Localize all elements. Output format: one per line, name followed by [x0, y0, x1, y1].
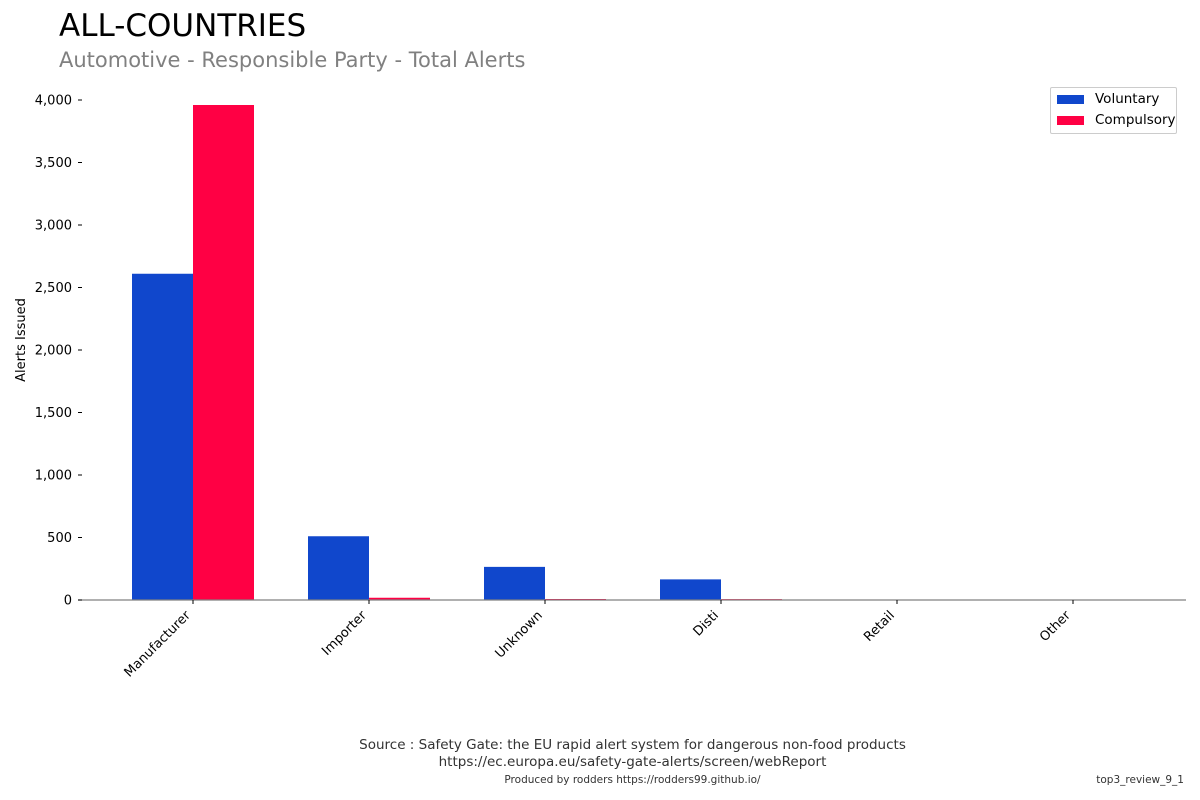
- source-url: https://ec.europa.eu/safety-gate-alerts/…: [438, 754, 827, 770]
- credit-line: Produced by rodders https://rodders99.gi…: [504, 774, 761, 786]
- legend-label-compulsory: Compulsory: [1095, 112, 1176, 128]
- bar-voluntary-disti: [660, 579, 721, 600]
- y-tick-label: 1,000: [35, 469, 72, 484]
- x-tick-label: Retail: [861, 608, 898, 645]
- chart-title: ALL-COUNTRIES: [59, 8, 307, 44]
- x-tick-label: Manufacturer: [122, 608, 195, 681]
- y-tick-label: 1,500: [35, 406, 72, 421]
- y-tick-label: 500: [47, 531, 72, 546]
- bar-compulsory-manufacturer: [193, 105, 254, 600]
- y-tick-label: 2,000: [35, 344, 72, 359]
- source-line: Source : Safety Gate: the EU rapid alert…: [359, 737, 906, 753]
- x-tick-label: Unknown: [493, 608, 546, 661]
- legend-swatch-compulsory: [1057, 115, 1084, 125]
- y-tick-label: 4,000: [35, 94, 72, 109]
- y-tick-label: 3,000: [35, 219, 72, 234]
- report-tag: top3_review_9_1: [1096, 774, 1184, 786]
- y-tick-label: 3,500: [35, 156, 72, 171]
- bar-voluntary-manufacturer: [132, 273, 193, 600]
- legend-item-compulsory: Compulsory: [1057, 112, 1176, 128]
- bar-voluntary-importer: [308, 536, 369, 600]
- source-note: Source : Safety Gate: the EU rapid alert…: [0, 737, 1200, 771]
- legend-swatch-voluntary: [1057, 94, 1084, 104]
- y-axis-label: Alerts Issued: [14, 298, 29, 382]
- x-tick-label: Disti: [691, 608, 722, 639]
- legend-item-voluntary: Voluntary: [1057, 91, 1159, 107]
- y-tick-label: 2,500: [35, 281, 72, 296]
- bar-compulsory-importer: [369, 597, 430, 600]
- y-tick-label: 0: [64, 594, 72, 609]
- legend-label-voluntary: Voluntary: [1095, 91, 1160, 107]
- bar-voluntary-unknown: [484, 566, 545, 600]
- x-tick-label: Importer: [319, 608, 370, 659]
- chart-subtitle: Automotive - Responsible Party - Total A…: [59, 48, 526, 72]
- legend: Voluntary Compulsory: [1050, 87, 1177, 134]
- x-tick-label: Other: [1037, 608, 1074, 645]
